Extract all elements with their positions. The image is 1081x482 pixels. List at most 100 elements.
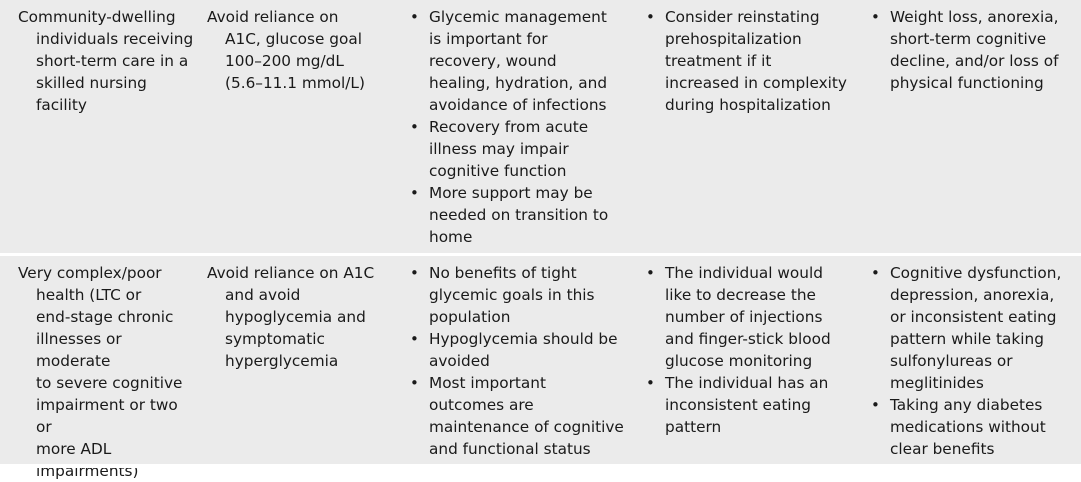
bullet-icon: • xyxy=(410,118,419,136)
goal-text-line: and avoid xyxy=(225,286,301,304)
list-item-line: prehospitalization xyxy=(665,30,802,48)
population-text-line: impairment or two or xyxy=(36,396,178,436)
population-text-line: illnesses or moderate xyxy=(36,330,122,370)
list-item: • The individual has an inconsistent eat… xyxy=(646,372,851,438)
list-item-line: is important for xyxy=(429,30,548,48)
list-item-line: illness may impair xyxy=(429,140,569,158)
list-item-line: recovery, wound xyxy=(429,52,557,70)
list-item-line: maintenance of cognitive xyxy=(429,418,624,436)
list-item-line: Glycemic management xyxy=(429,8,607,26)
rationale-list: • No benefits of tight glycemic goals in… xyxy=(410,262,625,460)
list-item-line: Taking any diabetes xyxy=(890,396,1043,414)
population-text-line: individuals receiving xyxy=(36,30,194,48)
list-item-line: depression, anorexia, xyxy=(890,286,1055,304)
warning-signs-list: • Cognitive dysfunction, depression, ano… xyxy=(871,262,1071,460)
bullet-icon: • xyxy=(410,374,419,392)
list-item-line: short-term cognitive xyxy=(890,30,1047,48)
deintensify-cell: • The individual would like to decrease … xyxy=(646,262,851,438)
population-cell: Very complex/poor health (LTC or end-sta… xyxy=(18,262,198,482)
goal-text-line: hypoglycemia and xyxy=(225,308,366,326)
list-item-line: healing, hydration, and xyxy=(429,74,608,92)
list-item: • Recovery from acute illness may impair… xyxy=(410,116,625,182)
goal-text-line: 100–200 mg/dL xyxy=(225,52,344,70)
goal-cell: Avoid reliance on A1C, glucose goal 100–… xyxy=(207,6,385,94)
list-item-line: population xyxy=(429,308,511,326)
list-item-line: avoided xyxy=(429,352,490,370)
list-item-line: sulfonylureas or xyxy=(890,352,1013,370)
list-item-line: physical functioning xyxy=(890,74,1044,92)
deintensify-list: • Consider reinstating prehospitalizatio… xyxy=(646,6,851,116)
list-item: • The individual would like to decrease … xyxy=(646,262,851,372)
list-item: • Consider reinstating prehospitalizatio… xyxy=(646,6,851,116)
population-text-line: Very complex/poor xyxy=(18,264,162,282)
population-text-line: end-stage chronic xyxy=(36,308,174,326)
list-item-line: treatment if it xyxy=(665,52,772,70)
table-bottom-border xyxy=(0,464,1081,468)
table-row: Community-dwelling individuals receiving… xyxy=(0,0,1081,253)
population-text-line: Community-dwelling xyxy=(18,8,176,26)
list-item-line: needed on transition to xyxy=(429,206,609,224)
rationale-cell: • No benefits of tight glycemic goals in… xyxy=(410,262,625,460)
population-text-line: to severe cognitive xyxy=(36,374,183,392)
table-row: Very complex/poor health (LTC or end-sta… xyxy=(0,256,1081,480)
goal-cell: Avoid reliance on A1C and avoid hypoglyc… xyxy=(207,262,385,372)
list-item: • Weight loss, anorexia, short-term cogn… xyxy=(871,6,1071,94)
bullet-icon: • xyxy=(646,374,655,392)
goal-text-line: A1C, glucose goal xyxy=(225,30,362,48)
list-item-line: Most important xyxy=(429,374,546,392)
bullet-icon: • xyxy=(410,184,419,202)
list-item-line: pattern xyxy=(665,418,722,436)
goal-text-line: Avoid reliance on A1C xyxy=(207,264,375,282)
goal-text-line: hyperglycemia xyxy=(225,352,339,370)
population-text-line: skilled nursing facility xyxy=(36,74,147,114)
list-item-line: and finger-stick blood xyxy=(665,330,831,348)
list-item-line: avoidance of infections xyxy=(429,96,607,114)
list-item-line: like to decrease the xyxy=(665,286,816,304)
list-item-line: increased in complexity xyxy=(665,74,847,92)
list-item: • Taking any diabetes medications withou… xyxy=(871,394,1071,460)
row-divider xyxy=(0,253,1081,256)
list-item-line: number of injections xyxy=(665,308,823,326)
goal-text-line: (5.6–11.1 mmol/L) xyxy=(225,74,365,92)
list-item-line: decline, and/or loss of xyxy=(890,52,1059,70)
list-item-line: Consider reinstating xyxy=(665,8,820,26)
list-item-line: and functional status xyxy=(429,440,591,458)
list-item-line: during hospitalization xyxy=(665,96,831,114)
rationale-cell: • Glycemic management is important for r… xyxy=(410,6,625,248)
list-item: • Glycemic management is important for r… xyxy=(410,6,625,116)
deintensify-cell: • Consider reinstating prehospitalizatio… xyxy=(646,6,851,116)
bullet-icon: • xyxy=(871,264,880,282)
population-text-line: short-term care in a xyxy=(36,52,189,70)
warning-signs-cell: • Weight loss, anorexia, short-term cogn… xyxy=(871,6,1071,94)
rationale-list: • Glycemic management is important for r… xyxy=(410,6,625,248)
list-item-line: clear benefits xyxy=(890,440,995,458)
list-item-line: Cognitive dysfunction, xyxy=(890,264,1062,282)
list-item-line: glycemic goals in this xyxy=(429,286,595,304)
list-item-line: The individual would xyxy=(665,264,823,282)
list-item-line: cognitive function xyxy=(429,162,567,180)
list-item-line: Hypoglycemia should be xyxy=(429,330,618,348)
bullet-icon: • xyxy=(410,330,419,348)
list-item-line: glucose monitoring xyxy=(665,352,813,370)
warning-signs-list: • Weight loss, anorexia, short-term cogn… xyxy=(871,6,1071,94)
bullet-icon: • xyxy=(646,264,655,282)
list-item-line: meglitinides xyxy=(890,374,984,392)
list-item: • Cognitive dysfunction, depression, ano… xyxy=(871,262,1071,394)
warning-signs-cell: • Cognitive dysfunction, depression, ano… xyxy=(871,262,1071,460)
goal-text-line: symptomatic xyxy=(225,330,325,348)
bullet-icon: • xyxy=(410,8,419,26)
list-item-line: outcomes are xyxy=(429,396,534,414)
goal-text-line: Avoid reliance on xyxy=(207,8,339,26)
list-item-line: Weight loss, anorexia, xyxy=(890,8,1059,26)
list-item-line: or inconsistent eating xyxy=(890,308,1057,326)
deintensify-list: • The individual would like to decrease … xyxy=(646,262,851,438)
list-item: • No benefits of tight glycemic goals in… xyxy=(410,262,625,328)
list-item-line: Recovery from acute xyxy=(429,118,589,136)
population-cell: Community-dwelling individuals receiving… xyxy=(18,6,198,116)
bullet-icon: • xyxy=(646,8,655,26)
list-item: • Hypoglycemia should be avoided xyxy=(410,328,625,372)
list-item-line: home xyxy=(429,228,473,246)
list-item: • Most important outcomes are maintenanc… xyxy=(410,372,625,460)
bullet-icon: • xyxy=(871,8,880,26)
